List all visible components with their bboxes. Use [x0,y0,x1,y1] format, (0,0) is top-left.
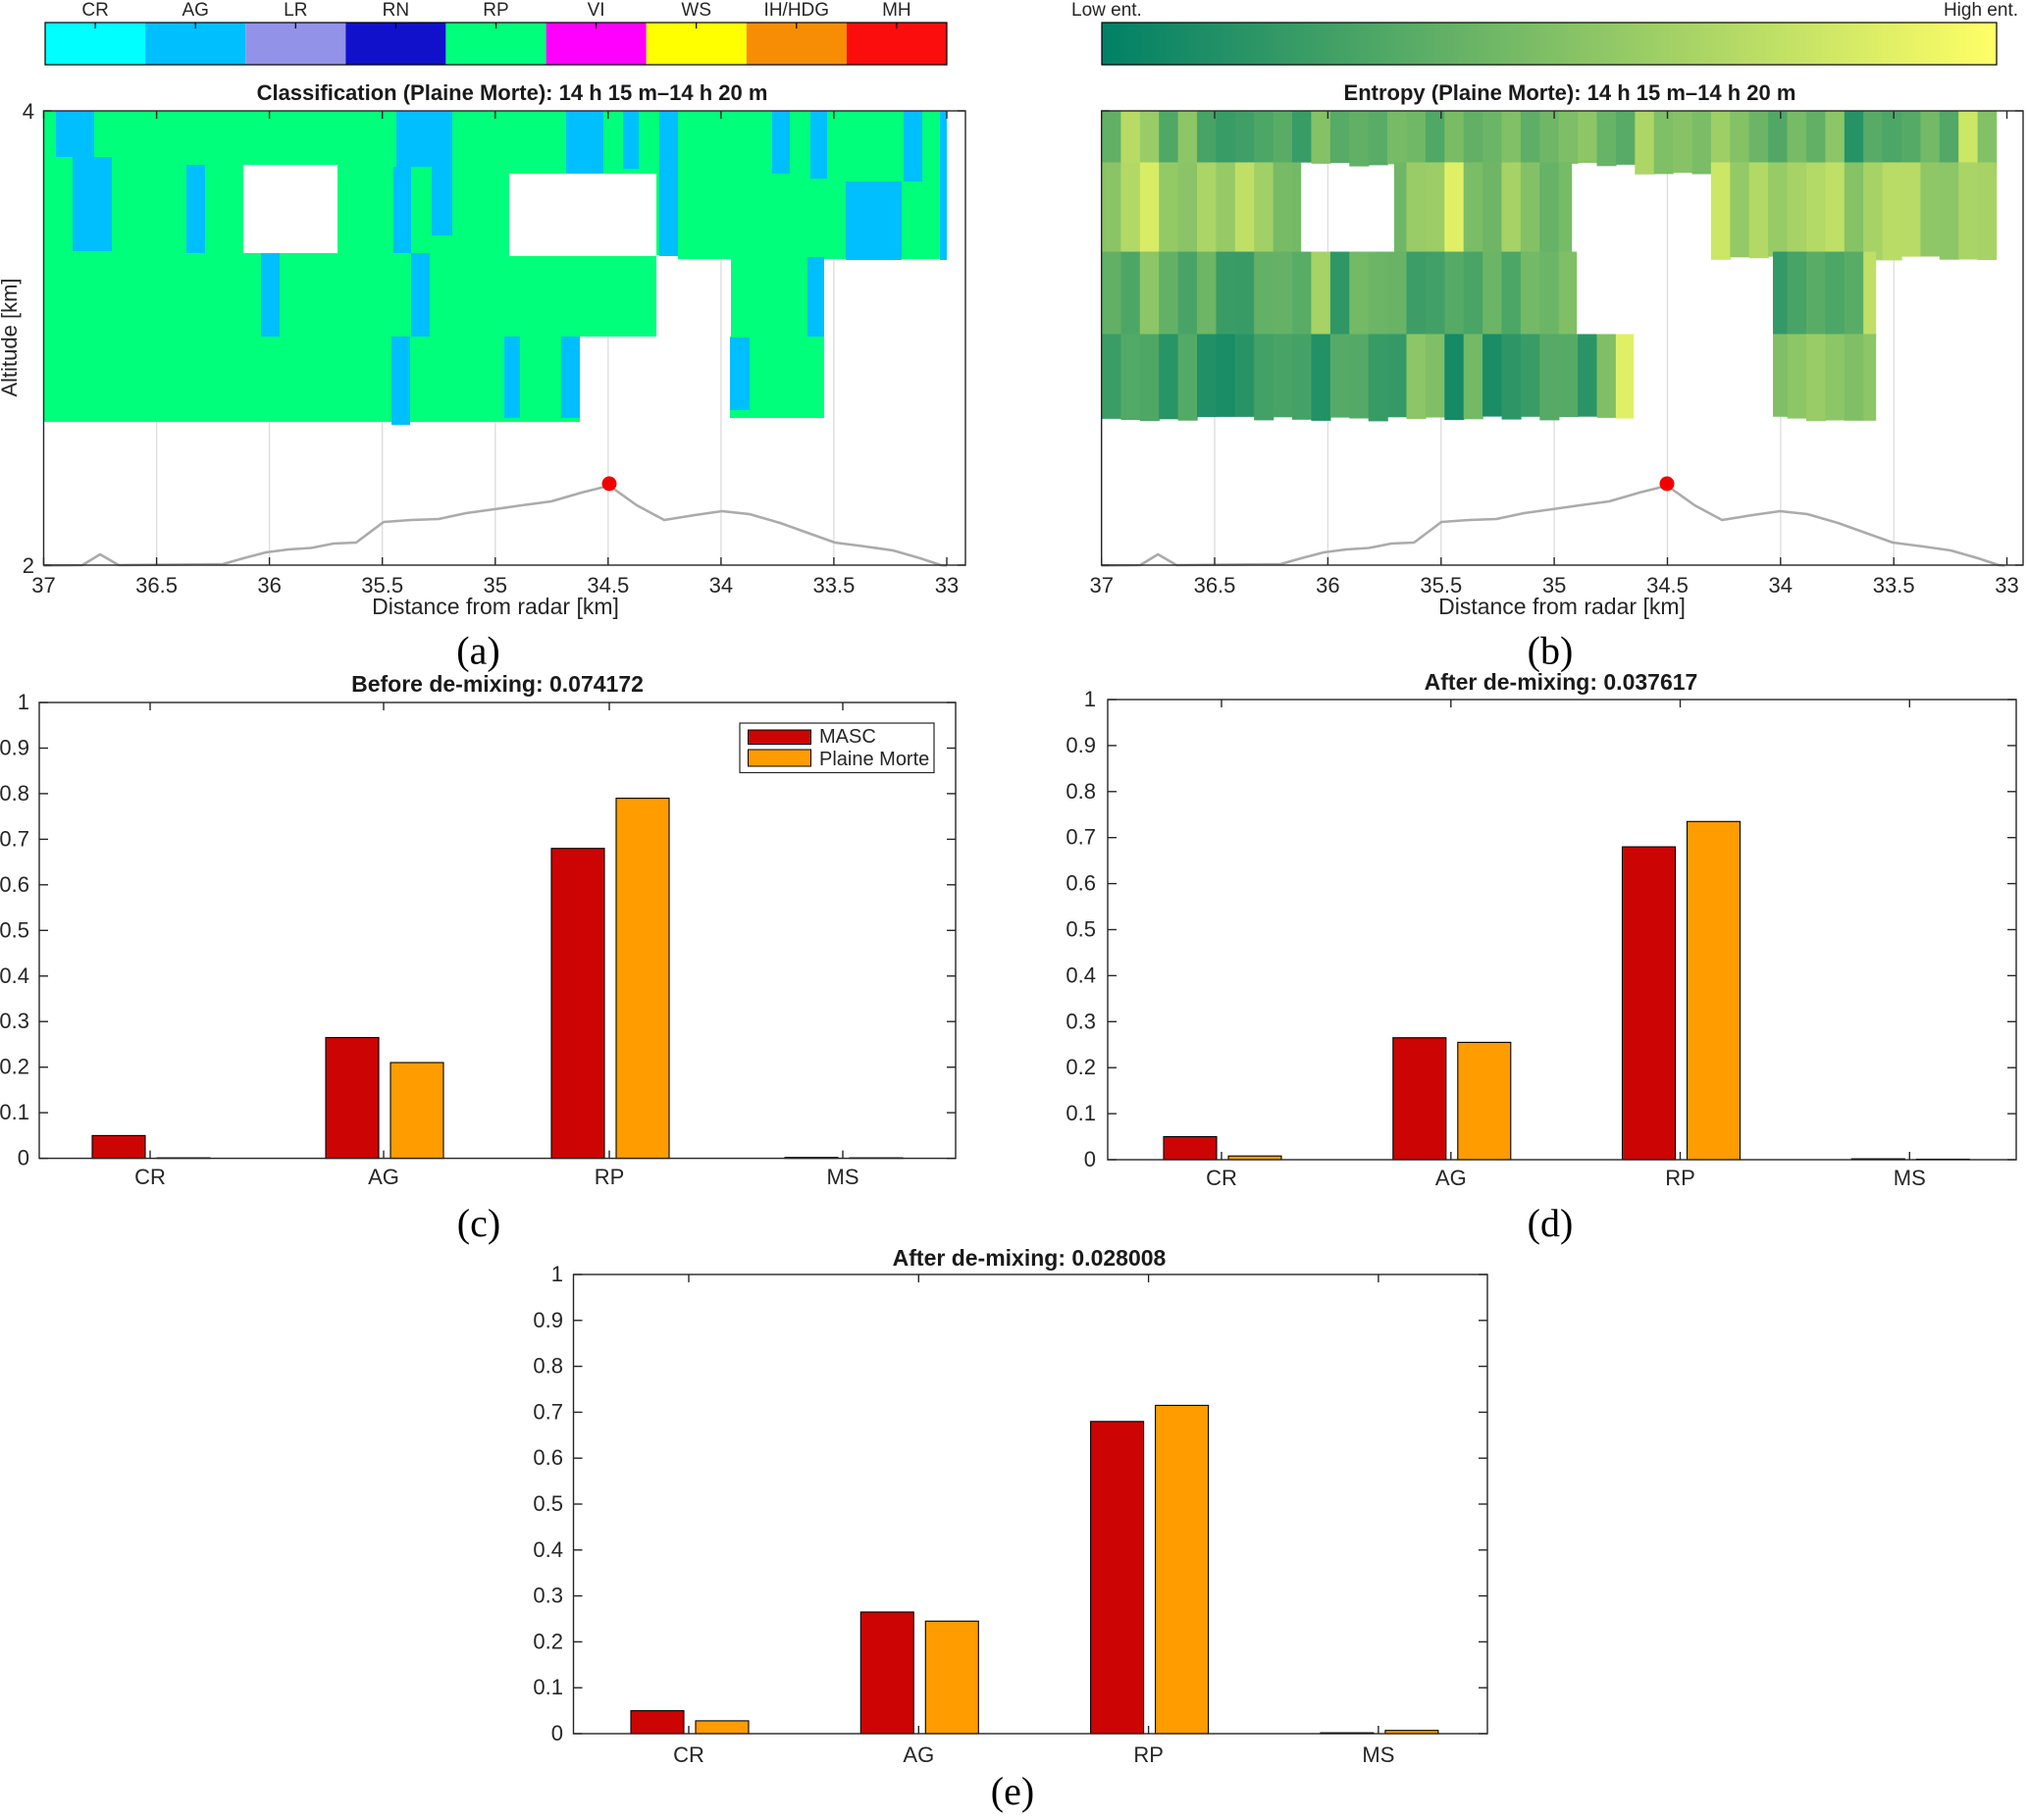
svg-text:CR: CR [134,1165,166,1189]
svg-text:35: 35 [1542,573,1566,598]
svg-text:0.5: 0.5 [533,1491,563,1516]
svg-text:0.8: 0.8 [533,1354,563,1378]
svg-text:33.5: 33.5 [1873,573,1915,598]
svg-text:RP: RP [1133,1742,1164,1767]
svg-text:35.5: 35.5 [1420,573,1462,598]
svg-text:(b): (b) [1528,629,1574,673]
svg-text:0.5: 0.5 [1066,917,1096,942]
svg-text:Low ent.: Low ent. [1071,0,1142,21]
svg-text:0.5: 0.5 [0,917,29,942]
svg-text:0.2: 0.2 [0,1055,29,1079]
svg-text:0.1: 0.1 [1066,1101,1096,1125]
svg-text:37: 37 [1089,573,1113,598]
svg-text:0.9: 0.9 [1066,733,1096,757]
svg-text:1: 1 [551,1262,563,1286]
svg-text:0.6: 0.6 [1066,871,1096,896]
svg-text:37: 37 [31,573,55,598]
svg-text:0.3: 0.3 [0,1009,29,1033]
svg-text:MS: MS [1362,1742,1394,1767]
svg-text:34.5: 34.5 [1646,573,1689,598]
svg-text:36.5: 36.5 [1194,573,1236,598]
svg-text:0.4: 0.4 [0,963,29,988]
svg-text:Classification (Plaine Morte):: Classification (Plaine Morte): 14 h 15 m… [257,80,768,105]
svg-text:MS: MS [1894,1166,1926,1190]
svg-text:Plaine Morte: Plaine Morte [819,749,929,770]
svg-text:0.2: 0.2 [533,1629,563,1653]
svg-text:(d): (d) [1528,1201,1574,1245]
svg-text:(a): (a) [456,629,499,673]
svg-text:1: 1 [18,690,29,714]
svg-text:Altitude [km]: Altitude [km] [0,278,22,396]
svg-text:Distance from radar [km]: Distance from radar [km] [1438,594,1686,619]
svg-text:33.5: 33.5 [812,573,855,598]
svg-text:AG: AG [1435,1166,1467,1190]
svg-text:0.7: 0.7 [0,826,29,851]
svg-text:RP: RP [483,0,508,21]
svg-text:0: 0 [551,1721,563,1745]
svg-text:0.9: 0.9 [0,736,29,760]
svg-text:MS: MS [827,1165,859,1189]
svg-text:0.9: 0.9 [533,1308,563,1332]
svg-text:RN: RN [383,0,409,21]
svg-text:35.5: 35.5 [361,573,403,598]
svg-text:36.5: 36.5 [135,573,178,598]
svg-text:0.6: 0.6 [0,872,29,897]
svg-text:CR: CR [673,1742,704,1767]
svg-text:0.3: 0.3 [533,1584,563,1608]
svg-text:High ent.: High ent. [1944,0,2018,21]
svg-text:0.3: 0.3 [1066,1009,1096,1033]
svg-text:WS: WS [681,0,711,21]
svg-text:MASC: MASC [819,726,876,748]
svg-text:VI: VI [588,0,605,21]
svg-text:0.7: 0.7 [1066,825,1096,850]
svg-text:1: 1 [1084,687,1096,711]
svg-text:AG: AG [903,1742,934,1767]
svg-text:34: 34 [1769,573,1793,598]
svg-text:CR: CR [81,0,108,21]
svg-text:AG: AG [368,1165,399,1189]
svg-text:0.8: 0.8 [1066,779,1096,804]
svg-text:36: 36 [1316,573,1339,598]
svg-text:Distance from radar [km]: Distance from radar [km] [372,594,619,619]
svg-text:RP: RP [1665,1166,1695,1190]
svg-text:33: 33 [935,573,959,598]
svg-text:Before de-mixing: 0.074172: Before de-mixing: 0.074172 [351,671,644,697]
svg-text:LR: LR [284,0,307,21]
svg-text:2: 2 [23,553,34,578]
svg-text:(e): (e) [991,1769,1034,1813]
svg-text:After de-mixing: 0.028008: After de-mixing: 0.028008 [893,1245,1167,1271]
svg-text:RP: RP [595,1165,625,1189]
svg-text:0.8: 0.8 [0,781,29,806]
svg-text:0: 0 [1084,1147,1096,1171]
svg-text:33: 33 [1995,573,2018,598]
svg-text:AG: AG [182,0,208,21]
svg-text:4: 4 [23,99,34,124]
svg-text:After de-mixing: 0.037617: After de-mixing: 0.037617 [1425,669,1698,695]
svg-text:0.7: 0.7 [533,1399,563,1424]
svg-text:34: 34 [709,573,733,598]
svg-text:0.1: 0.1 [0,1100,29,1124]
svg-text:0.6: 0.6 [533,1445,563,1470]
svg-text:0: 0 [18,1146,29,1170]
svg-text:34.5: 34.5 [587,573,629,598]
svg-text:0.2: 0.2 [1066,1055,1096,1079]
svg-text:(c): (c) [457,1201,500,1245]
svg-text:0.4: 0.4 [1066,962,1096,987]
svg-text:Entropy (Plaine Morte): 14 h 1: Entropy (Plaine Morte): 14 h 15 m–14 h 2… [1344,80,1796,105]
svg-text:36: 36 [257,573,281,598]
svg-text:MH: MH [882,0,911,21]
svg-text:0.4: 0.4 [533,1537,563,1562]
svg-text:IH/HDG: IH/HDG [764,0,830,21]
svg-text:35: 35 [484,573,507,598]
svg-text:CR: CR [1206,1166,1237,1190]
svg-text:0.1: 0.1 [533,1675,563,1699]
